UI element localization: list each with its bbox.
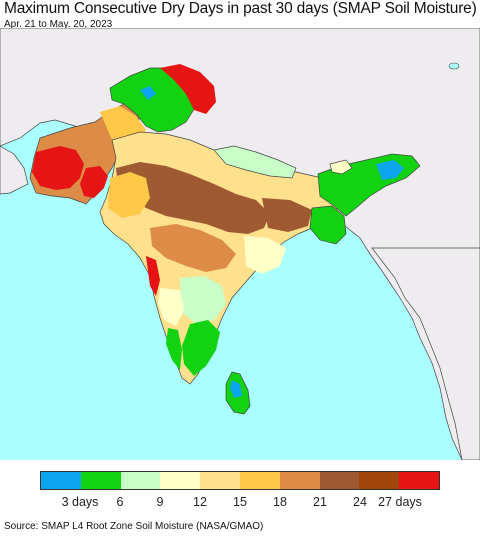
region-bengal-brown [262,198,312,232]
legend-colorbar [40,471,440,490]
region-bhutan [329,159,353,175]
south-asia-map [0,28,480,460]
region-nepal [213,145,297,179]
legend-swatch [399,472,439,489]
region-northeast-blue [376,160,404,180]
region-south-green [182,320,220,376]
region-west-coast-red [146,256,160,296]
region-central-east-pale [180,276,226,324]
land-southeast [371,247,480,460]
legend-swatch [319,472,360,489]
region-bangladesh [309,205,347,245]
legend-label: 21 [313,495,327,509]
region-north-blue [140,86,156,100]
legend-label: 27 days [378,495,422,509]
legend-label: 15 [233,495,247,509]
legend-label: 24 [353,495,367,509]
legend-swatch [239,472,280,489]
lake [448,62,460,70]
legend-label: 18 [273,495,287,509]
region-kashmir [109,67,197,133]
legend-swatch [359,472,400,489]
region-karnataka [158,288,184,326]
legend-label: 12 [193,495,207,509]
legend-label: 3 days [61,495,99,509]
land-west [0,145,29,195]
region-sindh-red [80,166,108,198]
date-range: Apr. 21 to May. 20, 2023 [4,19,113,30]
legend-swatch [160,472,201,489]
region-balochistan-red [32,146,84,190]
legend-swatch [279,472,320,489]
region-odisha [244,236,286,274]
region-kerala-green [166,328,182,370]
region-ladakh-red [160,64,216,114]
region-central-orange [150,224,236,272]
legend-label: 9 [156,495,164,509]
legend-swatch [41,472,81,489]
legend-swatch [200,472,240,489]
legend-swatch [120,472,161,489]
map-title: Maximum Consecutive Dry Days in past 30 … [4,0,477,17]
region-sri-lanka-blue [230,380,242,398]
legend-labels: 3 days 6 9 12 15 18 21 24 27 days [40,495,440,511]
legend-label: 6 [116,495,124,509]
source-credit: Source: SMAP L4 Root Zone Soil Moisture … [4,521,264,532]
legend-swatch [80,472,121,489]
region-central-brown [116,162,270,234]
region-rajasthan [108,172,150,218]
